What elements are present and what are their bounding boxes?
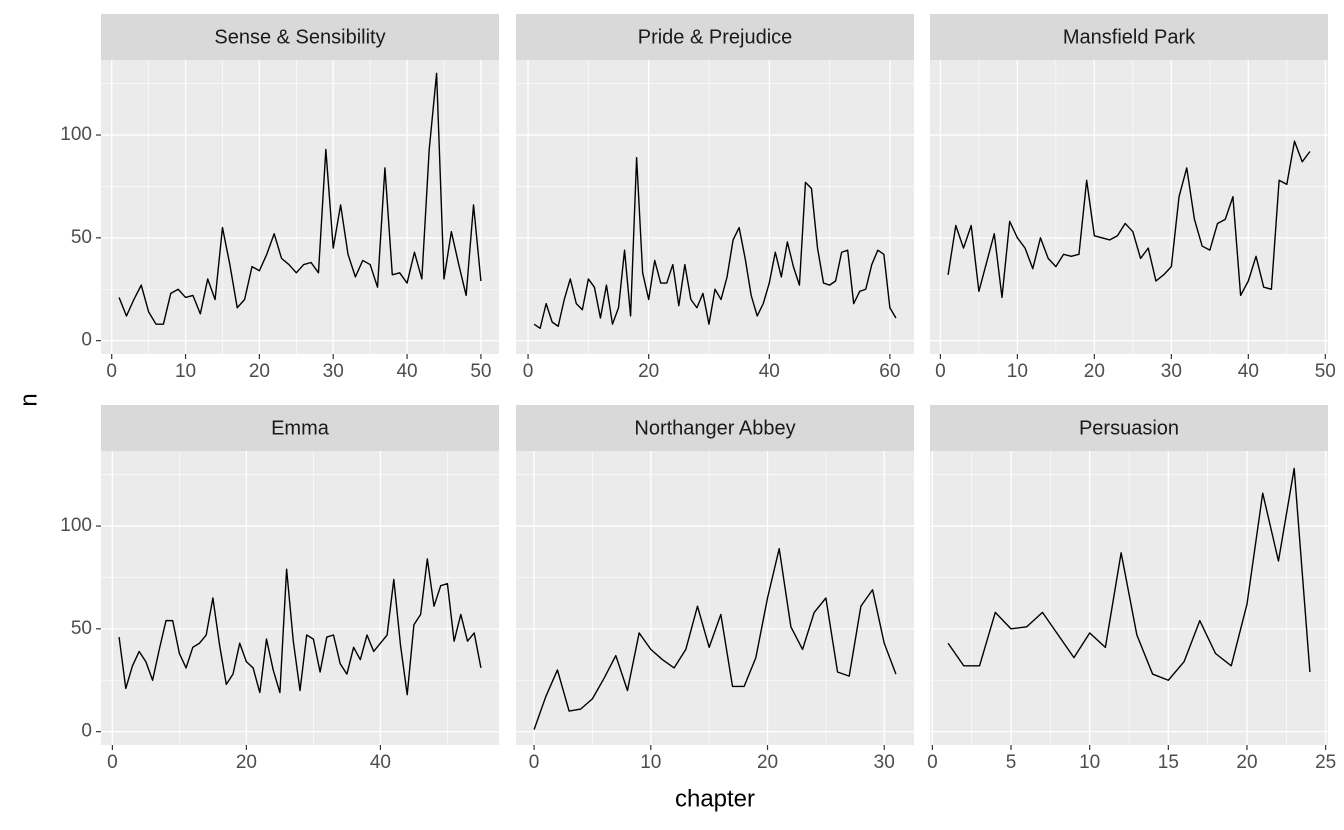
y-tick-label: 0 xyxy=(81,721,92,742)
x-tick-label: 20 xyxy=(1236,752,1257,773)
x-tick-label: 50 xyxy=(1315,361,1336,382)
x-tick-label: 20 xyxy=(757,752,778,773)
strip xyxy=(516,14,914,60)
x-tick-label: 30 xyxy=(874,752,895,773)
panel: Northanger Abbey 0 10 20 30 xyxy=(516,405,914,773)
y-tick-label: 50 xyxy=(71,618,92,639)
strip xyxy=(930,405,1328,451)
data-line xyxy=(118,72,482,325)
x-tick-label: 20 xyxy=(1084,361,1105,382)
y-tick-label: 0 xyxy=(81,330,92,351)
x-tick-label: 0 xyxy=(935,361,946,382)
x-tick-label: 0 xyxy=(107,752,118,773)
x-tick-label: 0 xyxy=(106,361,117,382)
panel-title: Persuasion xyxy=(1079,417,1179,439)
x-tick-label: 20 xyxy=(236,752,257,773)
x-tick-label: 30 xyxy=(1161,361,1182,382)
y-tick-label: 100 xyxy=(60,124,92,145)
x-tick-label: 15 xyxy=(1158,752,1179,773)
x-tick-label: 0 xyxy=(523,361,534,382)
strip xyxy=(101,14,499,60)
panel-title: Northanger Abbey xyxy=(634,417,795,439)
panel-title: Sense & Sensibility xyxy=(214,26,385,48)
strip xyxy=(930,14,1328,60)
panel-title: Mansfield Park xyxy=(1063,26,1196,48)
panel: Pride & Prejudice 0 20 40 60 xyxy=(516,14,914,382)
x-tick-label: 10 xyxy=(1079,752,1100,773)
y-axis-title: n xyxy=(15,393,42,406)
panel: Emma 0 50 100 0 20 40 xyxy=(60,405,499,773)
x-tick-label: 0 xyxy=(927,752,938,773)
data-line xyxy=(533,547,897,730)
x-tick-label: 60 xyxy=(879,361,900,382)
data-line xyxy=(947,140,1311,299)
y-tick-label: 50 xyxy=(71,227,92,248)
y-tick-label: 100 xyxy=(60,515,92,536)
x-tick-label: 10 xyxy=(1007,361,1028,382)
panel-background xyxy=(930,60,1328,354)
panel-title: Emma xyxy=(271,417,330,439)
panel-background xyxy=(516,60,914,354)
panel: Mansfield Park 0 10 20 30 40 50 xyxy=(930,14,1336,382)
panel-background xyxy=(101,451,499,745)
x-tick-label: 5 xyxy=(1006,752,1017,773)
x-tick-label: 40 xyxy=(1238,361,1259,382)
x-tick-label: 40 xyxy=(370,752,391,773)
strip xyxy=(516,405,914,451)
panel: Persuasion 0 5 10 15 20 25 xyxy=(927,405,1336,773)
x-tick-label: 20 xyxy=(638,361,659,382)
x-tick-label: 40 xyxy=(396,361,417,382)
x-axis-title: chapter xyxy=(675,785,755,812)
strip xyxy=(101,405,499,451)
panel-background xyxy=(101,60,499,354)
panel-background xyxy=(516,451,914,745)
panel: Sense & Sensibility 0 50 100 0 10 20 30 40 50 xyxy=(60,14,499,382)
panel-title: Pride & Prejudice xyxy=(638,26,793,48)
x-tick-label: 10 xyxy=(175,361,196,382)
x-tick-label: 10 xyxy=(640,752,661,773)
x-tick-label: 50 xyxy=(470,361,491,382)
x-tick-label: 40 xyxy=(759,361,780,382)
x-tick-label: 25 xyxy=(1315,752,1336,773)
x-tick-label: 30 xyxy=(323,361,344,382)
x-tick-label: 20 xyxy=(249,361,270,382)
data-line xyxy=(533,156,897,329)
x-tick-label: 0 xyxy=(529,752,540,773)
data-line xyxy=(118,558,482,696)
data-line xyxy=(947,467,1311,681)
